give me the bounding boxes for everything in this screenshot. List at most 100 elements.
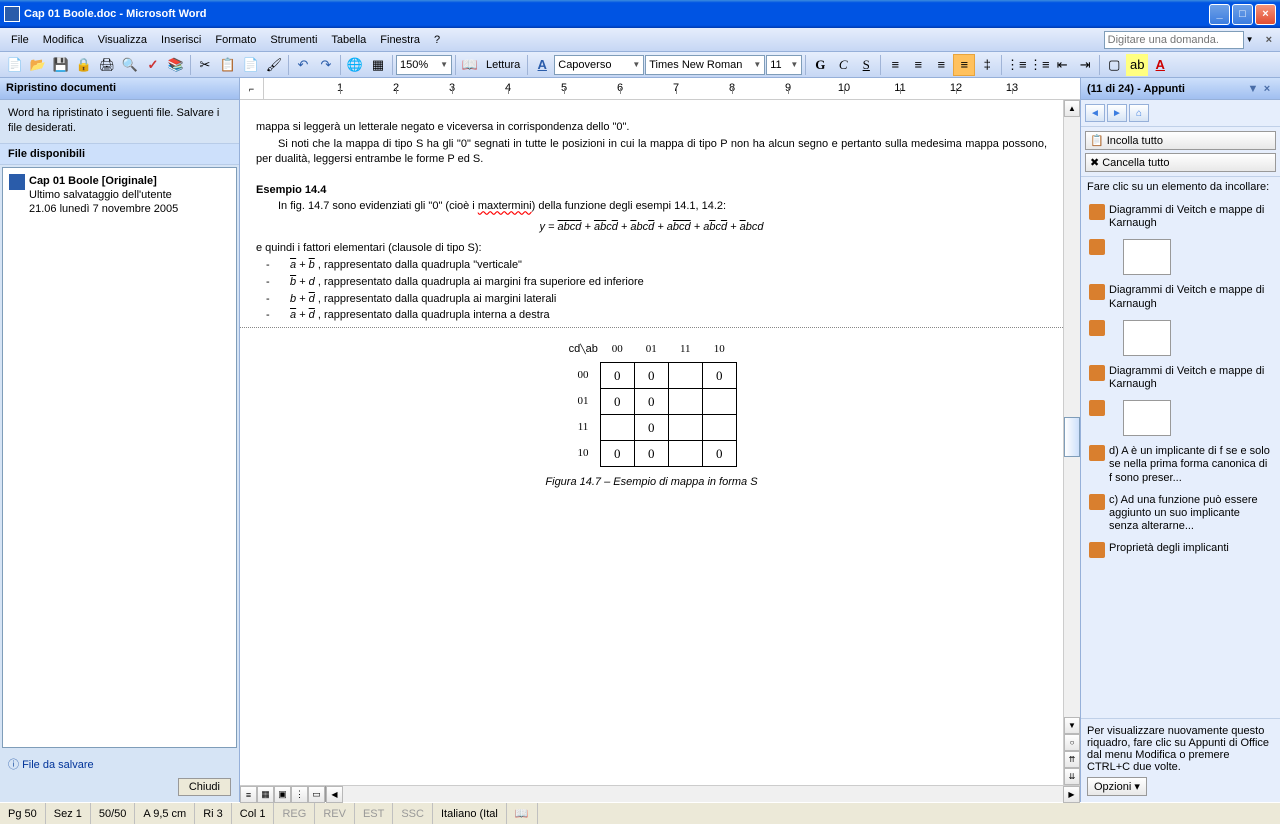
nav-back-button[interactable]: ◄ [1085,104,1105,122]
taskpane-close-button[interactable]: × [1260,83,1274,95]
menu-tabella[interactable]: Tabella [324,31,373,49]
spellcheck-button[interactable]: ✓ [142,54,164,76]
clipboard-item[interactable] [1084,396,1277,440]
save-button[interactable]: 💾 [50,54,72,76]
italic-button[interactable]: C [832,54,854,76]
close-doc-button[interactable]: × [1262,34,1276,46]
align-right-button[interactable]: ≡ [930,54,952,76]
clipboard-item[interactable]: Diagrammi di Veitch e mappe di Karnaugh [1084,280,1277,314]
align-left-button[interactable]: ≡ [884,54,906,76]
horizontal-ruler[interactable]: 12345678910111213 [264,78,1080,99]
undo-button[interactable]: ↶ [292,54,314,76]
read-label[interactable]: Lettura [482,59,524,71]
clipboard-item[interactable]: Diagrammi di Veitch e mappe di Karnaugh [1084,200,1277,234]
bullet-list-button[interactable]: ⋮≡ [1028,54,1050,76]
menu-formato[interactable]: Formato [208,31,263,49]
minimize-button[interactable]: _ [1209,4,1230,25]
scroll-left-button[interactable]: ◀ [326,786,343,803]
status-trk[interactable]: REV [315,803,355,824]
align-justify-button[interactable]: ≡ [953,54,975,76]
status-line[interactable]: Ri 3 [195,803,232,824]
line-spacing-button[interactable]: ‡ [976,54,998,76]
print-view-button[interactable]: ▣ [274,786,291,803]
status-section[interactable]: Sez 1 [46,803,91,824]
clipboard-item[interactable]: d) A è un implicante di f se e solo se n… [1084,441,1277,489]
style-select[interactable]: Capoverso▼ [554,55,644,75]
preview-button[interactable]: 🔍 [119,54,141,76]
clipboard-item[interactable] [1084,316,1277,360]
fontsize-select[interactable]: 11▼ [766,55,802,75]
status-spellcheck-icon[interactable]: 📖 [507,803,538,824]
menu-inserisci[interactable]: Inserisci [154,31,208,49]
menu-?[interactable]: ? [427,31,447,49]
status-rec[interactable]: REG [274,803,315,824]
menu-modifica[interactable]: Modifica [36,31,91,49]
print-button[interactable]: 🖨 [96,54,118,76]
menu-strumenti[interactable]: Strumenti [263,31,324,49]
normal-view-button[interactable]: ≡ [240,786,257,803]
clipboard-options-button[interactable]: Opzioni ▾ [1087,777,1147,796]
menu-file[interactable]: File [4,31,36,49]
clear-all-button[interactable]: ✖ Cancella tutto [1085,153,1276,172]
recovery-close-button[interactable]: Chiudi [178,778,231,796]
vertical-scrollbar[interactable]: ▲ ▼ ○ ⇈ ⇊ [1063,100,1080,785]
border-button[interactable]: ▢ [1103,54,1125,76]
document-page[interactable]: mappa si leggerà un letterale negato e v… [240,100,1063,785]
clipboard-item[interactable]: Proprietà degli implicanti [1084,538,1277,562]
menu-finestra[interactable]: Finestra [373,31,427,49]
recovery-file-item[interactable]: Cap 01 Boole [Originale] Ultimo salvatag… [7,172,232,219]
hyperlink-button[interactable]: 🌐 [344,54,366,76]
numbered-list-button[interactable]: ⋮≡ [1005,54,1027,76]
open-button[interactable]: 📂 [27,54,49,76]
underline-button[interactable]: S [855,54,877,76]
font-color-button[interactable]: A [1149,54,1171,76]
scroll-thumb[interactable] [1064,417,1080,457]
indent-button[interactable]: ⇥ [1074,54,1096,76]
copy-button[interactable]: 📋 [217,54,239,76]
status-language[interactable]: Italiano (Ital [433,803,507,824]
new-doc-button[interactable]: 📄 [4,54,26,76]
help-search-input[interactable] [1104,31,1244,49]
status-position[interactable]: A 9,5 cm [135,803,195,824]
close-button[interactable]: × [1255,4,1276,25]
read-icon[interactable]: 📖 [459,54,481,76]
outline-view-button[interactable]: ⋮ [291,786,308,803]
zoom-select[interactable]: 150%▼ [396,55,452,75]
font-select[interactable]: Times New Roman▼ [645,55,765,75]
research-button[interactable]: 📚 [165,54,187,76]
highlight-button[interactable]: ab [1126,54,1148,76]
scroll-down-button[interactable]: ▼ [1064,717,1080,734]
status-page[interactable]: Pg 50 [0,803,46,824]
cut-button[interactable]: ✂ [194,54,216,76]
status-ext[interactable]: EST [355,803,393,824]
status-pages[interactable]: 50/50 [91,803,136,824]
tab-selector[interactable]: ⌐ [240,78,264,99]
format-painter-button[interactable]: 🖌 [263,54,285,76]
clipboard-item[interactable]: c) Ad una funzione può essere aggiunto u… [1084,490,1277,538]
browse-object-button[interactable]: ○ [1064,734,1080,751]
redo-button[interactable]: ↷ [315,54,337,76]
help-dropdown-arrow[interactable]: ▼ [1244,35,1256,44]
menu-visualizza[interactable]: Visualizza [91,31,154,49]
reading-view-button[interactable]: ▭ [308,786,325,803]
scroll-right-button[interactable]: ▶ [1063,786,1080,803]
bold-button[interactable]: G [809,54,831,76]
maximize-button[interactable]: □ [1232,4,1253,25]
web-view-button[interactable]: ▦ [257,786,274,803]
status-column[interactable]: Col 1 [232,803,275,824]
permission-button[interactable]: 🔒 [73,54,95,76]
status-ovr[interactable]: SSC [393,803,433,824]
table-button[interactable]: ▦ [367,54,389,76]
files-to-save-link[interactable]: ⓘ File da salvare [8,756,94,772]
clipboard-item[interactable] [1084,235,1277,279]
align-center-button[interactable]: ≡ [907,54,929,76]
paste-all-button[interactable]: 📋 Incolla tutto [1085,131,1276,150]
clipboard-item[interactable]: Diagrammi di Veitch e mappe di Karnaugh [1084,361,1277,395]
nav-forward-button[interactable]: ► [1107,104,1127,122]
paste-button[interactable]: 📄 [240,54,262,76]
prev-page-button[interactable]: ⇈ [1064,751,1080,768]
next-page-button[interactable]: ⇊ [1064,768,1080,785]
scroll-up-button[interactable]: ▲ [1064,100,1080,117]
nav-home-button[interactable]: ⌂ [1129,104,1149,122]
styles-button[interactable]: A [531,54,553,76]
